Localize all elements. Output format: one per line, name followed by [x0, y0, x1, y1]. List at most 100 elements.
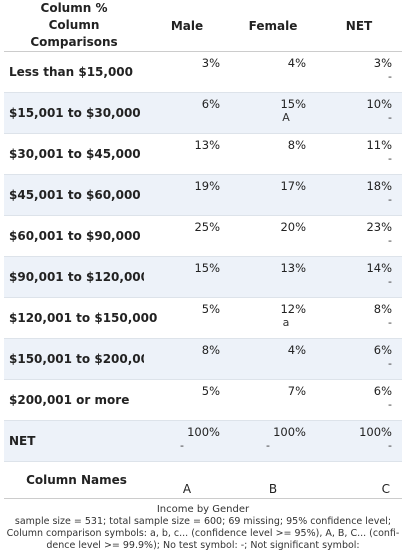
- table-cell: 18% -: [316, 174, 402, 216]
- cell-percent: 100%: [273, 425, 306, 439]
- cell-percent: 4%: [287, 343, 306, 357]
- column-header-male: Male: [144, 0, 230, 52]
- row-label: $200,001 or more: [4, 379, 144, 421]
- table-cell: 5%: [144, 379, 230, 421]
- table-cell: 17%: [230, 174, 316, 216]
- header-row: Column % Column Comparisons Male Female …: [4, 0, 402, 52]
- cell-percent: 7%: [287, 384, 306, 398]
- table-row: $90,001 to $120,000 15% 13% 14% -: [4, 256, 402, 298]
- cell-percent: 6%: [373, 384, 392, 398]
- footnote-line: sample size = 531; total sample size = 6…: [14, 516, 392, 527]
- cell-significance: -: [388, 316, 392, 329]
- cell-percent: 8%: [287, 138, 306, 152]
- table-cell: 13%: [144, 133, 230, 175]
- table-cell: 8% -: [316, 297, 402, 339]
- table-row: $200,001 or more 5% 7% 6% -: [4, 379, 402, 421]
- table-row: $150,001 to $200,000 8% 4% 6% -: [4, 338, 402, 380]
- cell-percent: 13%: [280, 261, 306, 275]
- table-cell: 15% A: [230, 92, 316, 134]
- table-row: $60,001 to $90,000 25% 20% 23% -: [4, 215, 402, 257]
- cell-percent: 25%: [194, 220, 220, 234]
- footnote-line: dence level >= 99.9%); No test symbol: -…: [46, 540, 360, 551]
- cell-percent: 5%: [201, 302, 220, 316]
- table-cell: 8%: [144, 338, 230, 380]
- row-label: $90,001 to $120,000: [4, 256, 149, 298]
- cell-percent: 100%: [359, 425, 392, 439]
- row-label: Less than $15,000: [4, 51, 144, 93]
- cell-significance: -: [388, 111, 392, 124]
- cell-significance: -: [266, 439, 270, 452]
- cell-percent: 4%: [287, 56, 306, 70]
- table-cell: 6%: [144, 92, 230, 134]
- corner-title: Column % Column Comparisons: [4, 0, 144, 52]
- cell-percent: 13%: [194, 138, 220, 152]
- row-label: $150,001 to $200,000: [4, 338, 157, 380]
- table-cell: 15%: [144, 256, 230, 298]
- cell-significance: -: [388, 70, 392, 83]
- cell-significance: -: [388, 398, 392, 411]
- column-header-female: Female: [230, 0, 316, 52]
- table-cell: 23% -: [316, 215, 402, 257]
- cell-significance: -: [388, 193, 392, 206]
- row-label: $15,001 to $30,000: [4, 92, 144, 134]
- table-cell: 12% a: [230, 297, 316, 339]
- table-cell: 5%: [144, 297, 230, 339]
- cell-percent: 17%: [280, 179, 306, 193]
- row-label: $60,001 to $90,000: [4, 215, 144, 257]
- column-name-a: A: [144, 461, 230, 499]
- table-cell: 6% -: [316, 338, 402, 380]
- corner-title-line1: Column %: [40, 1, 108, 15]
- table-row: $45,001 to $60,000 19% 17% 18% -: [4, 174, 402, 216]
- cell-percent: 10%: [366, 97, 392, 111]
- cell-percent: 15%: [280, 97, 306, 111]
- net-row: NET 100% - 100% - 100% -: [4, 420, 402, 462]
- cell-significance: -: [388, 152, 392, 165]
- column-header-net: NET: [316, 0, 402, 52]
- table-cell: 13%: [230, 256, 316, 298]
- table-cell: 7%: [230, 379, 316, 421]
- table-row: Less than $15,000 3% 4% 3% -: [4, 51, 402, 93]
- table-cell: 4%: [230, 51, 316, 93]
- table-cell: 14% -: [316, 256, 402, 298]
- cell-percent: 100%: [187, 425, 220, 439]
- row-label: $120,001 to $150,000: [4, 297, 157, 339]
- footnote-line: Column comparison symbols: a, b, c... (c…: [6, 528, 400, 539]
- column-names-row: Column Names A B C: [4, 461, 402, 499]
- cell-percent: 11%: [366, 138, 392, 152]
- cell-percent: 19%: [194, 179, 220, 193]
- footnote-title: Income by Gender: [156, 504, 250, 515]
- corner-title-line2: Column Comparisons: [30, 18, 118, 49]
- table-cell: 11% -: [316, 133, 402, 175]
- column-name-c: C: [316, 461, 402, 499]
- cell-percent: 6%: [373, 343, 392, 357]
- cell-percent: 12%: [280, 302, 306, 316]
- cell-significance: A: [282, 111, 290, 124]
- cell-percent: 23%: [366, 220, 392, 234]
- crosstab-table: Column % Column Comparisons Male Female …: [4, 0, 402, 499]
- cell-percent: 8%: [201, 343, 220, 357]
- table-cell: 25%: [144, 215, 230, 257]
- cell-percent: 15%: [194, 261, 220, 275]
- row-label: $30,001 to $45,000: [4, 133, 144, 175]
- table-cell: 100% -: [316, 420, 402, 462]
- cell-percent: 3%: [201, 56, 220, 70]
- cell-significance: -: [388, 275, 392, 288]
- cell-significance: -: [388, 234, 392, 247]
- cell-percent: 20%: [280, 220, 306, 234]
- cell-significance: -: [388, 357, 392, 370]
- cell-significance: -: [180, 439, 184, 452]
- table-row: $120,001 to $150,000 5% 12% a 8% -: [4, 297, 402, 339]
- cell-percent: 6%: [201, 97, 220, 111]
- table-cell: 10% -: [316, 92, 402, 134]
- column-name-b: B: [230, 461, 316, 499]
- row-label: NET: [4, 420, 144, 462]
- cell-percent: 18%: [366, 179, 392, 193]
- table-footnote: Income by Gender sample size = 531; tota…: [4, 504, 402, 552]
- table-row: $30,001 to $45,000 13% 8% 11% -: [4, 133, 402, 175]
- cell-percent: 3%: [373, 56, 392, 70]
- cell-percent: 5%: [201, 384, 220, 398]
- table-cell: 100% -: [230, 420, 316, 462]
- table-cell: 6% -: [316, 379, 402, 421]
- row-label: $45,001 to $60,000: [4, 174, 144, 216]
- table-cell: 20%: [230, 215, 316, 257]
